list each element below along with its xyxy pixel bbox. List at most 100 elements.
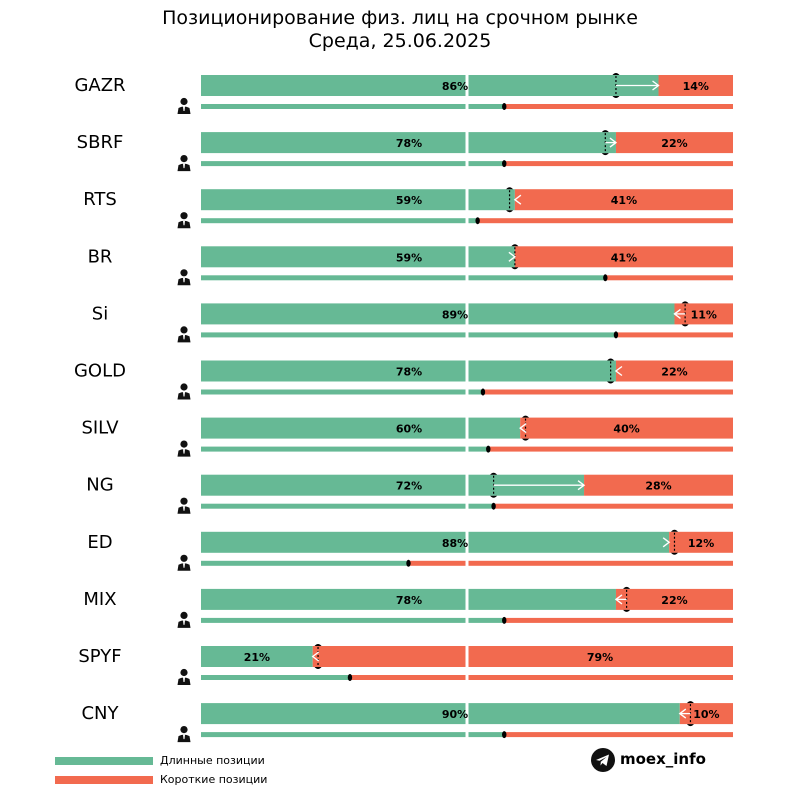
previous-marker-top — [607, 358, 615, 361]
previous-marker-bottom — [623, 609, 631, 612]
short-value-label: 41% — [611, 251, 637, 264]
previous-marker-top — [314, 644, 322, 646]
long-bar — [201, 246, 515, 268]
person-icon-head — [180, 97, 188, 106]
person-icon — [177, 269, 191, 286]
short-value-label: 28% — [645, 480, 671, 493]
person-icon-tie — [183, 506, 185, 511]
secondary-long-bar — [201, 446, 489, 452]
center-divider — [465, 131, 469, 168]
category-label: GAZR — [74, 75, 125, 96]
short-bar — [514, 246, 733, 268]
short-value-label: 40% — [613, 423, 639, 436]
person-icon-tie — [183, 220, 185, 226]
legend-long-label: Длинные позиции — [160, 754, 265, 767]
person-icon-tie — [183, 620, 185, 625]
previous-marker-bottom — [612, 96, 620, 98]
previous-marker-top — [522, 415, 530, 418]
person-icon-tie — [183, 334, 185, 340]
previous-marker-top — [612, 73, 620, 75]
change-arrow-head — [577, 480, 586, 491]
secondary-marker — [502, 103, 507, 110]
short-bar — [658, 75, 733, 96]
secondary-long-bar — [201, 389, 483, 395]
secondary-long-bar — [201, 503, 494, 509]
legend-long-swatch — [55, 757, 153, 765]
secondary-marker — [502, 616, 507, 624]
short-bar — [615, 588, 733, 610]
long-value-label: 59% — [396, 194, 422, 207]
category-label: NG — [86, 475, 113, 496]
secondary-short-bar — [605, 275, 733, 281]
person-icon-head — [180, 155, 188, 163]
secondary-marker — [502, 160, 507, 168]
previous-marker-bottom — [490, 495, 498, 498]
long-value-label: 78% — [396, 366, 422, 379]
row-gold: GOLD 78% 22% — [74, 358, 733, 400]
center-divider — [465, 702, 469, 739]
previous-marker-top — [511, 244, 519, 247]
short-value-label: 41% — [611, 194, 637, 207]
short-value-label: 11% — [691, 308, 717, 321]
person-icon-tie — [183, 677, 185, 682]
short-value-label: 79% — [587, 651, 613, 664]
category-label: CNY — [81, 703, 119, 724]
previous-marker-bottom — [607, 381, 615, 384]
secondary-long-bar — [201, 675, 350, 680]
person-icon — [177, 554, 191, 571]
person-icon-tie — [183, 277, 185, 283]
person-icon-head — [180, 212, 188, 220]
short-value-label: 22% — [661, 594, 687, 607]
change-arrow-head — [519, 423, 527, 434]
row-br: BR 59% 41% — [88, 244, 733, 286]
secondary-long-bar — [201, 560, 409, 566]
long-bar — [201, 646, 313, 667]
short-value-label: 22% — [661, 366, 687, 379]
person-icon — [177, 668, 191, 685]
person-icon — [177, 97, 191, 114]
secondary-long-bar — [201, 732, 505, 738]
long-bar — [201, 588, 616, 610]
previous-marker-bottom — [511, 267, 519, 270]
long-value-label: 59% — [396, 251, 422, 264]
previous-marker-top — [601, 130, 609, 133]
long-bar — [201, 703, 680, 725]
long-bar — [201, 417, 521, 439]
category-label: GOLD — [74, 361, 126, 382]
telegram-icon — [591, 748, 615, 772]
brand-name: moex_info — [620, 750, 706, 768]
secondary-short-bar — [504, 104, 733, 109]
chart-title: Позиционирование физ. лиц на срочном рын… — [162, 7, 638, 29]
row-rts: RTS 59% 41% — [83, 187, 733, 229]
previous-marker-bottom — [681, 324, 689, 327]
person-icon — [177, 726, 191, 743]
secondary-marker — [486, 445, 491, 453]
secondary-marker — [603, 274, 608, 282]
category-label: RTS — [83, 189, 117, 210]
long-value-label: 86% — [442, 80, 468, 93]
short-value-label: 10% — [693, 708, 719, 721]
person-icon — [177, 440, 191, 457]
short-value-label: 14% — [683, 80, 709, 93]
short-bar — [520, 417, 733, 439]
category-label: Si — [92, 303, 108, 324]
center-divider — [465, 587, 469, 624]
previous-marker-bottom — [601, 153, 609, 156]
long-bar — [201, 303, 675, 325]
previous-marker-bottom — [506, 210, 514, 213]
center-divider — [465, 530, 469, 567]
long-value-label: 21% — [244, 651, 270, 664]
long-bar — [201, 189, 515, 211]
previous-marker-top — [490, 472, 498, 475]
change-arrow-head — [513, 194, 522, 205]
short-bar — [312, 646, 733, 667]
previous-marker-bottom — [686, 724, 694, 727]
secondary-short-bar — [504, 732, 733, 738]
secondary-marker — [491, 502, 496, 510]
row-silv: SILV 60% 40% — [81, 415, 733, 457]
change-arrow-head — [508, 251, 517, 262]
previous-marker-top — [670, 529, 678, 532]
long-value-label: 89% — [442, 308, 468, 321]
secondary-marker — [406, 559, 411, 567]
person-icon — [177, 326, 191, 343]
